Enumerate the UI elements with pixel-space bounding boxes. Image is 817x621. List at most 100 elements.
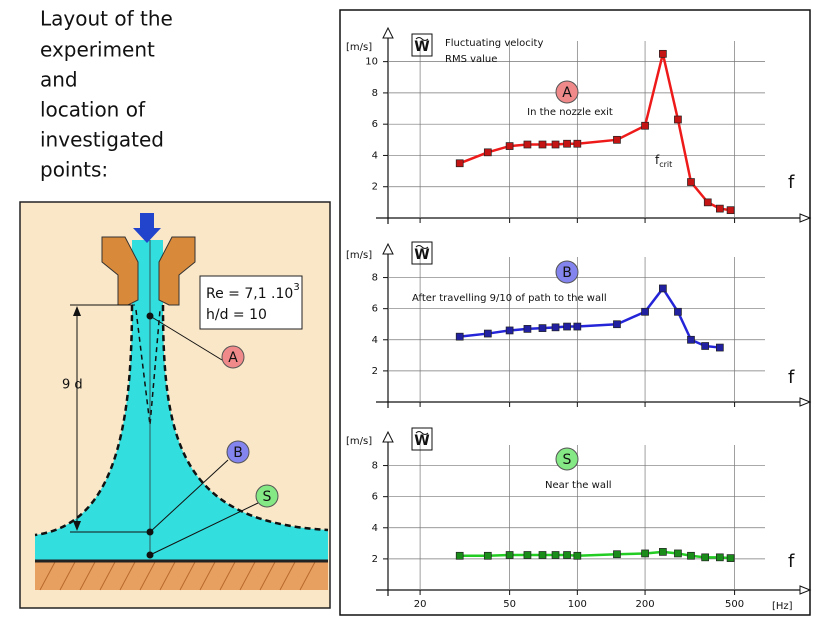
x-tick-label: 50 bbox=[503, 599, 516, 610]
data-point bbox=[551, 551, 560, 559]
x-tick-label: 500 bbox=[725, 599, 744, 610]
data-line bbox=[459, 550, 731, 560]
y-axis-arrow bbox=[382, 430, 394, 443]
point-badge bbox=[221, 345, 245, 369]
data-point bbox=[641, 549, 649, 558]
x-tick-label: 20 bbox=[414, 599, 427, 610]
intro-line: points: bbox=[40, 158, 108, 182]
reynolds-label: Re = 7,1 .103 bbox=[206, 282, 300, 302]
point-badge bbox=[555, 260, 579, 284]
point-badge bbox=[555, 80, 579, 104]
data-point bbox=[613, 320, 621, 329]
y-tick-label: 8 bbox=[372, 461, 378, 472]
data-point bbox=[687, 178, 695, 186]
leaders bbox=[149, 315, 259, 556]
y-label: [m/s] bbox=[346, 436, 372, 447]
w-label: W bbox=[414, 433, 429, 449]
y-label: [m/s] bbox=[346, 250, 372, 261]
reynolds: Re = 7,1 .10 bbox=[206, 286, 293, 302]
y-axis-arrow bbox=[382, 242, 394, 255]
data-point bbox=[687, 335, 695, 344]
intro-line: and bbox=[40, 68, 78, 92]
y-tick-label: 2 bbox=[372, 366, 378, 377]
annotation: In the nozzle exit bbox=[527, 107, 613, 118]
point-label: A bbox=[228, 350, 238, 366]
intro-line: location of bbox=[40, 98, 146, 122]
data-point bbox=[505, 326, 514, 335]
f-label: f bbox=[788, 367, 795, 388]
data-point bbox=[538, 324, 547, 332]
data-point bbox=[455, 159, 464, 168]
subtitle: Fluctuating velocity bbox=[445, 38, 543, 49]
data-point bbox=[674, 549, 682, 558]
y-tick-label: 6 bbox=[372, 304, 378, 315]
point-marker bbox=[146, 312, 154, 320]
data-point bbox=[551, 140, 560, 149]
data-point bbox=[715, 553, 724, 562]
data-point bbox=[715, 204, 724, 213]
intro-line: experiment bbox=[40, 38, 155, 62]
data-point bbox=[538, 551, 547, 559]
fcrit-sub: crit bbox=[659, 160, 672, 169]
data-point bbox=[659, 284, 667, 293]
data-point bbox=[573, 139, 582, 148]
nozzle-right bbox=[158, 236, 196, 306]
point-marker bbox=[146, 528, 154, 536]
y-tick-label: 8 bbox=[372, 273, 378, 284]
y-tick-label: 10 bbox=[365, 57, 378, 68]
data-point bbox=[563, 322, 571, 331]
data-point bbox=[703, 198, 712, 207]
f-label: f bbox=[788, 551, 795, 572]
data-point bbox=[523, 140, 532, 149]
reynolds-exponent: 3 bbox=[293, 282, 299, 293]
w-box bbox=[411, 241, 433, 265]
data-point bbox=[701, 553, 710, 562]
data-point bbox=[563, 139, 571, 148]
data-point bbox=[641, 121, 649, 130]
w-tilde bbox=[415, 37, 429, 41]
y-tick-label: 4 bbox=[372, 150, 378, 161]
point-label: S bbox=[563, 452, 572, 468]
x-axis-arrow bbox=[799, 585, 812, 595]
w-tilde bbox=[415, 245, 429, 249]
f-label: f bbox=[788, 172, 795, 193]
diagram: 9 d Re = 7,1 .103 h/d = 10 A B S bbox=[19, 201, 331, 609]
y-tick-label: 6 bbox=[372, 119, 378, 130]
data-point bbox=[551, 323, 560, 332]
data-point bbox=[674, 115, 682, 124]
y-tick-label: 4 bbox=[372, 335, 378, 346]
data-point bbox=[455, 332, 464, 341]
data-point bbox=[674, 307, 682, 316]
parameter-box bbox=[199, 275, 303, 330]
y-label: [m/s] bbox=[346, 42, 372, 53]
point-label: A bbox=[562, 85, 572, 101]
data-point bbox=[455, 551, 464, 560]
y-tick-label: 4 bbox=[372, 523, 378, 534]
data-point bbox=[641, 307, 649, 316]
data-point bbox=[687, 551, 695, 560]
data-line bbox=[459, 52, 731, 212]
data-point bbox=[523, 551, 532, 559]
data-point bbox=[659, 49, 667, 58]
data-point bbox=[613, 135, 621, 144]
point-label: S bbox=[263, 489, 272, 505]
data-point bbox=[573, 551, 582, 560]
annotation: Near the wall bbox=[545, 480, 612, 491]
y-tick-label: 2 bbox=[372, 554, 378, 565]
data-point bbox=[573, 322, 582, 331]
w-label: W bbox=[414, 39, 429, 55]
data-point bbox=[726, 206, 735, 215]
y-tick-label: 8 bbox=[372, 88, 378, 99]
data-point bbox=[483, 329, 492, 338]
data-point bbox=[505, 142, 514, 150]
data-point bbox=[538, 140, 547, 149]
hd-label: h/d = 10 bbox=[206, 307, 267, 323]
ground-hatch bbox=[39, 561, 316, 591]
charts-frame bbox=[339, 9, 811, 616]
w-tilde bbox=[415, 431, 429, 435]
x-unit: [Hz] bbox=[772, 601, 793, 612]
data-point bbox=[613, 550, 621, 559]
x-tick-label: 100 bbox=[568, 599, 587, 610]
jet bbox=[35, 240, 328, 560]
